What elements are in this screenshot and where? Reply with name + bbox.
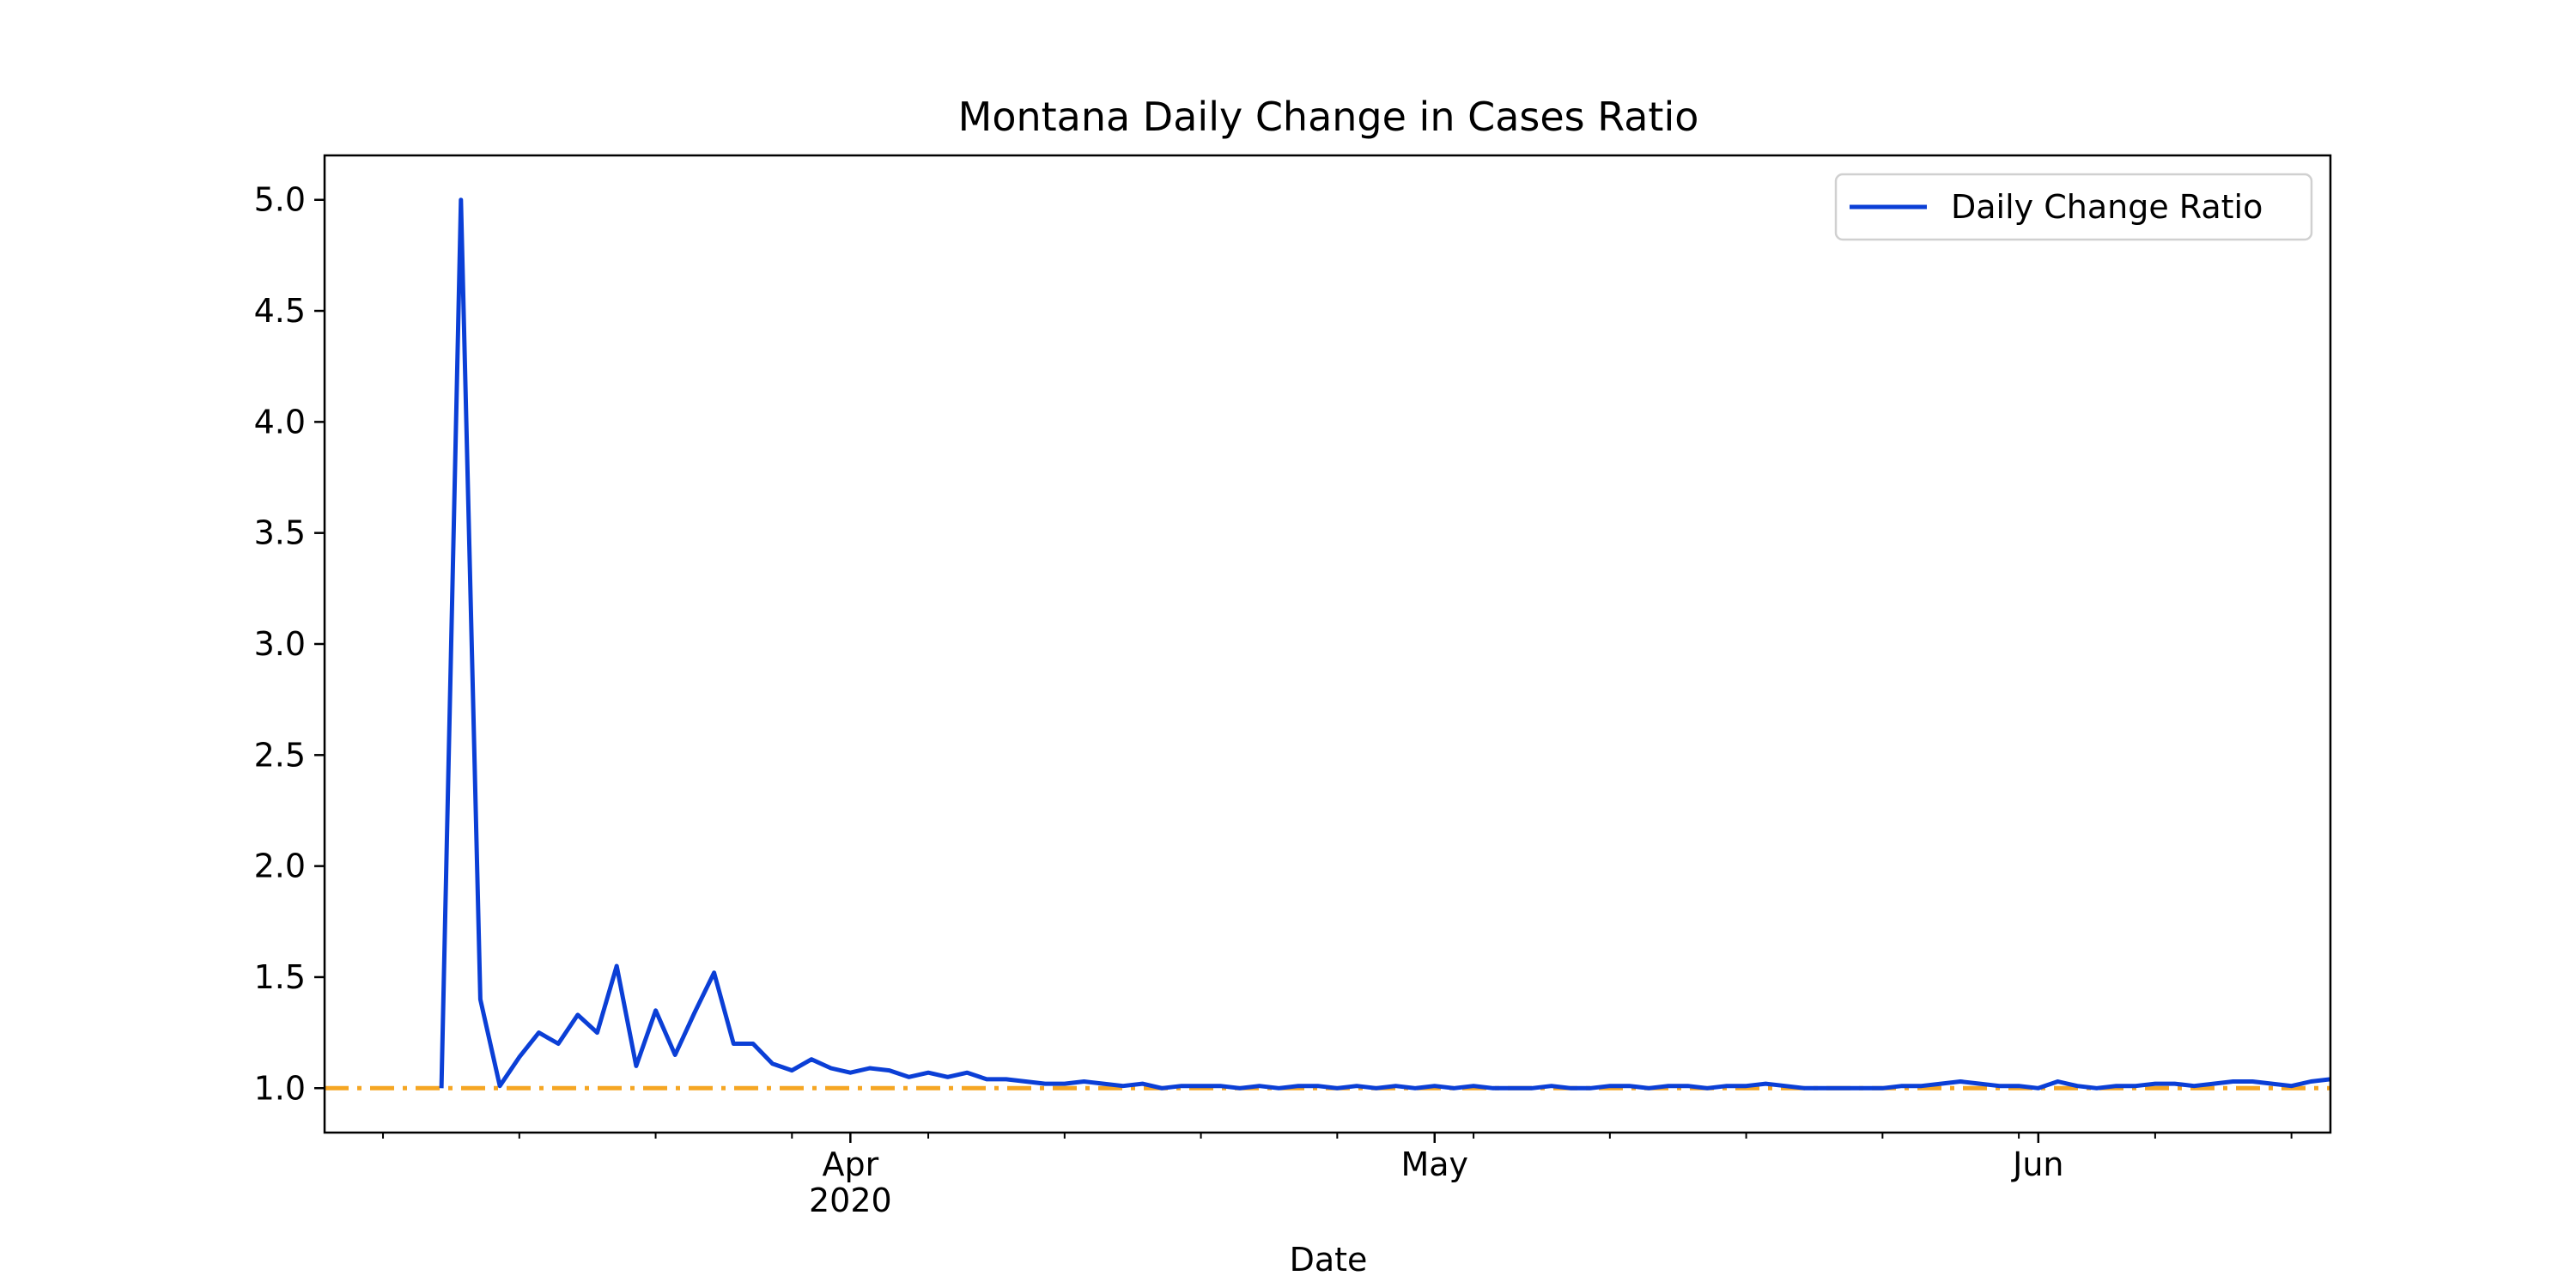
legend-box [1834, 173, 2313, 241]
y-tick-label: 1.5 [254, 958, 306, 996]
y-tick-label: 1.0 [254, 1069, 306, 1107]
y-tick-label: 4.0 [254, 403, 306, 440]
x-axis-label: Date [1290, 1241, 1368, 1279]
x-tick-sublabel: 2020 [809, 1182, 892, 1219]
plot-area [325, 197, 2330, 1091]
y-tick-label: 4.5 [254, 292, 306, 330]
y-tick-label: 3.5 [254, 514, 306, 552]
x-tick-label: May [1400, 1145, 1468, 1183]
x-tick-label: Apr [822, 1145, 878, 1183]
legend-label: Daily Change Ratio [1951, 188, 2263, 226]
y-tick-label: 2.0 [254, 848, 306, 885]
y-tick-label: 2.5 [254, 736, 306, 774]
y-tick-label: 3.0 [254, 625, 306, 663]
y-tick-label: 5.0 [254, 181, 306, 219]
series-line-0 [439, 197, 2330, 1091]
x-tick-label: Jun [2011, 1145, 2063, 1183]
chart-title: Montana Daily Change in Cases Ratio [958, 94, 1699, 140]
legend: Daily Change Ratio [1834, 173, 2313, 241]
